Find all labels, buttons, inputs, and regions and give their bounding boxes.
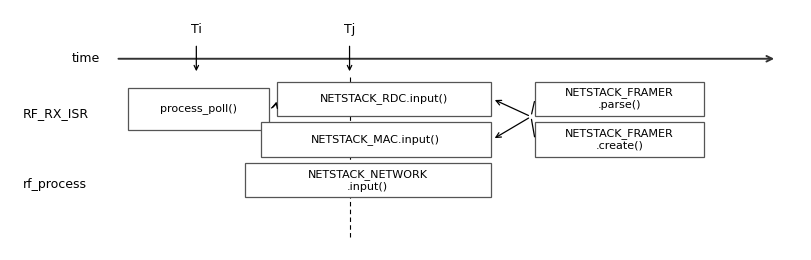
FancyBboxPatch shape (127, 88, 268, 130)
Text: time: time (71, 52, 100, 65)
Text: NETSTACK_FRAMER
.parse(): NETSTACK_FRAMER .parse() (564, 88, 673, 110)
Text: RF_RX_ISR: RF_RX_ISR (23, 107, 89, 120)
Text: NETSTACK_MAC.input(): NETSTACK_MAC.input() (311, 134, 440, 145)
FancyBboxPatch shape (244, 163, 490, 197)
Text: Ti: Ti (191, 23, 201, 36)
FancyBboxPatch shape (534, 82, 703, 116)
Text: NETSTACK_NETWORK
.input(): NETSTACK_NETWORK .input() (307, 169, 427, 192)
FancyBboxPatch shape (260, 122, 490, 157)
Text: Tj: Tj (344, 23, 354, 36)
Text: NETSTACK_FRAMER
.create(): NETSTACK_FRAMER .create() (564, 128, 673, 151)
Text: NETSTACK_RDC.input(): NETSTACK_RDC.input() (320, 93, 448, 104)
Text: process_poll(): process_poll() (160, 103, 237, 114)
FancyBboxPatch shape (277, 82, 490, 116)
Text: rf_process: rf_process (23, 178, 87, 191)
FancyBboxPatch shape (534, 122, 703, 157)
